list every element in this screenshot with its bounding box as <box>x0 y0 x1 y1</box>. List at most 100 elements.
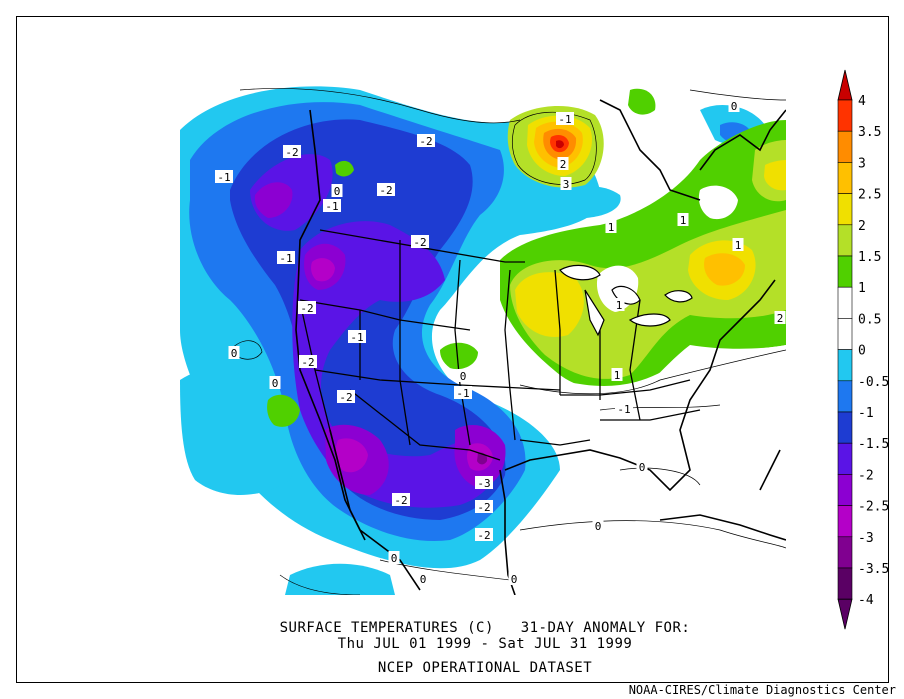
contour-label: 2 <box>560 158 567 171</box>
anomaly-region <box>704 253 745 286</box>
contour-label: 1 <box>614 369 621 382</box>
contour-label-bg <box>728 99 740 112</box>
contour-label: -3 <box>477 477 490 490</box>
anomaly-region <box>764 160 786 191</box>
contour-label: 2 <box>777 312 784 325</box>
contour-label: 0 <box>511 573 518 586</box>
contour-label: 1 <box>735 239 742 252</box>
contour-label-bg <box>228 346 240 359</box>
contour-labels: -2 -1 -2 -2 -1 -2 -2 -1 -2 -1 -2 -2 -1 -3 -2 -2 -1 2 3 1 1 1 2… <box>215 99 786 586</box>
legend-label: -3 <box>858 531 874 546</box>
legend-label: 0 <box>858 344 866 359</box>
contour-label: 0 <box>231 347 238 360</box>
contour-label-bg <box>454 386 472 399</box>
contour-label: 0 <box>639 461 646 474</box>
anomaly-region <box>267 394 300 427</box>
contour-label-bg <box>475 528 493 541</box>
contour-label: 0 <box>272 377 279 390</box>
contour-label: 0 <box>391 552 398 565</box>
anomaly-region <box>180 369 294 495</box>
legend-swatch <box>837 224 853 257</box>
legend-label: 2.5 <box>858 188 881 203</box>
contour-label-bg <box>323 199 341 212</box>
contour-label-bg <box>774 311 786 324</box>
legend-swatch <box>837 255 853 288</box>
contour-label: 0 <box>460 370 467 383</box>
legend-label: 1.5 <box>858 250 881 265</box>
legend-swatch <box>837 318 853 350</box>
contour-label-bg <box>417 572 429 585</box>
title-line-1: SURFACE TEMPERATURES (C) 31-DAY ANOMALY … <box>279 620 691 636</box>
legend-swatch <box>837 380 853 413</box>
anomaly-region <box>538 185 621 219</box>
legend-swatch <box>837 349 853 382</box>
contour-label-bg <box>615 402 633 415</box>
legend-label: -2.5 <box>858 500 889 515</box>
contour-label-bg <box>508 572 520 585</box>
contour-label-bg <box>337 390 355 403</box>
contour-label-bg <box>377 183 395 196</box>
anomaly-region <box>515 272 584 338</box>
anomaly-region <box>254 182 293 218</box>
legend-label: -1.5 <box>858 437 889 452</box>
contour-label: 1 <box>616 299 623 312</box>
title-line-3: NCEP OPERATIONAL DATASET <box>377 660 593 676</box>
contour-label: -2 <box>339 391 352 404</box>
legend-label: 4 <box>858 94 866 109</box>
contour-label-bg <box>677 213 689 226</box>
legend-label: -2 <box>858 468 874 483</box>
contour-label-bg <box>457 369 469 382</box>
contour-label: -2 <box>413 236 426 249</box>
contour-label: -2 <box>477 529 490 542</box>
legend-swatch <box>837 505 853 538</box>
contour-label-bg <box>611 368 623 381</box>
anomaly-region <box>628 88 656 115</box>
contour-label: 1 <box>680 214 687 227</box>
legend-arrow-top <box>837 69 853 101</box>
contour-label-bg <box>636 460 648 473</box>
contour-label-bg <box>411 235 429 248</box>
legend-label: -3.5 <box>858 562 889 577</box>
contour-label-bg <box>417 134 435 147</box>
legend-swatch <box>837 474 853 506</box>
contour-label-bg <box>605 220 617 233</box>
contour-label-bg <box>269 376 281 389</box>
legend-swatch <box>837 286 853 319</box>
contour-label: -2 <box>477 501 490 514</box>
anomaly-region <box>698 185 738 220</box>
contour-label: -2 <box>285 146 298 159</box>
credit-text: NOAA-CIRES/Climate Diagnostics Center <box>628 683 896 697</box>
contour-label-bg <box>388 551 400 564</box>
anomaly-region <box>311 258 335 282</box>
contour-label-bg <box>215 170 233 183</box>
anomaly-region <box>292 221 501 508</box>
contour-label: -1 <box>617 403 630 416</box>
contour-label-bg <box>277 251 295 264</box>
legend-swatch <box>837 130 853 163</box>
anomaly-region <box>335 438 368 473</box>
contour-label-bg <box>331 184 343 197</box>
legend-swatch <box>837 442 853 475</box>
contour-label: 0 <box>334 185 341 198</box>
contour-label: 3 <box>563 178 570 191</box>
contour-label: -1 <box>456 387 469 400</box>
legend-swatch <box>837 567 853 600</box>
contour-label-bg <box>592 519 604 532</box>
anomaly-region <box>556 140 564 149</box>
contour-label-bg <box>299 355 317 368</box>
legend-label: 2 <box>858 219 866 234</box>
legend-label: 0.5 <box>858 312 881 327</box>
contour-label: -1 <box>279 252 292 265</box>
contour-label: -2 <box>394 494 407 507</box>
legend-label: 3 <box>858 156 866 171</box>
color-legend: 4 3.5 3 2.5 2 1.5 1 0.5 0 -0.5 -1 -1.5 -2 -2.5 -3 -3.5 -… <box>837 69 889 630</box>
legend-swatch <box>837 99 853 132</box>
legend-swatch <box>837 193 853 226</box>
contour-label: -2 <box>300 302 313 315</box>
legend-label: 1 <box>858 281 866 296</box>
legend-swatch <box>837 536 853 569</box>
contour-label: 0 <box>731 100 738 113</box>
contour-label-bg <box>475 476 493 489</box>
contour-label-bg <box>392 493 410 506</box>
